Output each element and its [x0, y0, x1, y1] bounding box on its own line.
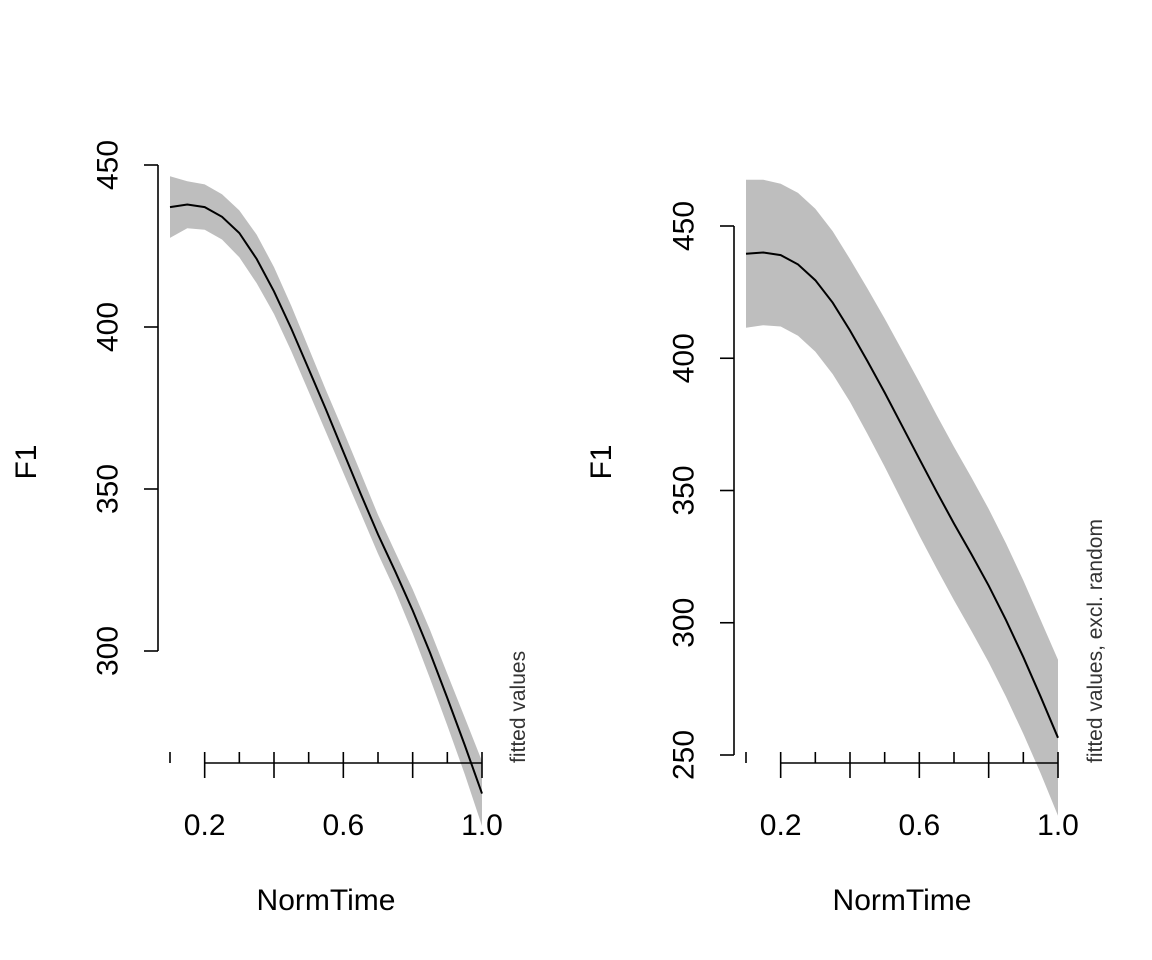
y-tick-label: 350 [668, 465, 701, 515]
x-axis-title: NormTime [257, 884, 396, 917]
confidence-band [170, 176, 482, 827]
y-tick-label: 300 [92, 626, 125, 676]
y-axis-title: F1 [10, 444, 43, 479]
x-tick-label: 0.6 [322, 809, 364, 842]
y-axis-title: F1 [585, 444, 618, 479]
x-axis-title: NormTime [833, 884, 972, 917]
y-tick-label: 350 [92, 464, 125, 514]
y-tick-label: 400 [92, 302, 125, 352]
confidence-band [746, 179, 1058, 816]
side-annotation: fitted values, excl. random [1084, 519, 1107, 763]
y-tick-label: 300 [668, 598, 701, 648]
x-tick-label: 1.0 [461, 809, 503, 842]
x-tick-label: 0.2 [760, 809, 802, 842]
fitted-line [745, 251, 1059, 739]
y-tick-label: 450 [92, 140, 125, 190]
y-tick-label: 250 [668, 730, 701, 780]
y-tick-label: 400 [668, 333, 701, 383]
x-tick-label: 1.0 [1037, 809, 1079, 842]
panel-2: 250 300 350 400 450 0.2 0.6 1.0 NormTime F1 fitted… [585, 179, 1107, 917]
y-tick-label: 450 [668, 201, 701, 251]
panel-1: 300 350 400 450 0.2 0.6 1.0 NormTime F1 fitted va… [10, 140, 530, 917]
side-annotation: fitted values [507, 651, 530, 763]
x-tick-label: 0.2 [184, 809, 226, 842]
fitted-line [169, 203, 483, 794]
x-tick-label: 0.6 [898, 809, 940, 842]
